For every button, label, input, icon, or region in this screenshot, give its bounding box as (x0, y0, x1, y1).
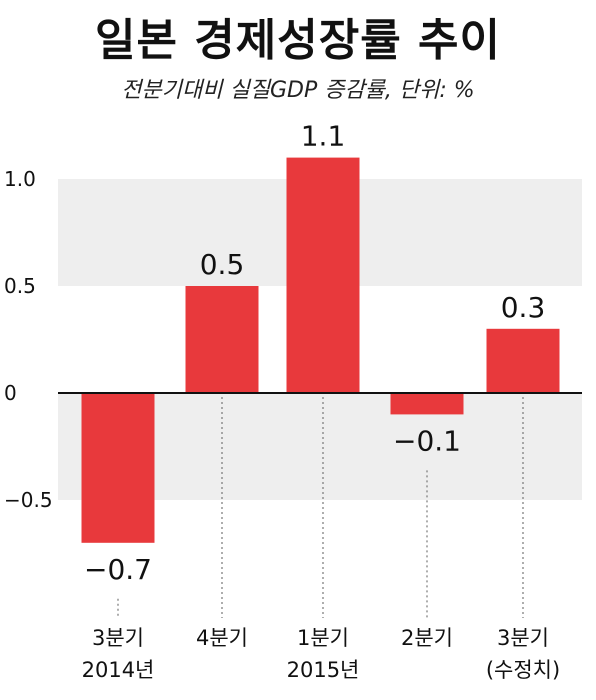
data-label: −0.1 (393, 424, 461, 457)
x-tick-label: 2015년 (287, 658, 360, 682)
x-tick-label: 4분기 (196, 626, 248, 650)
y-tick-label: 0 (4, 381, 17, 405)
data-label: 0.5 (200, 248, 245, 281)
x-tick-label: 2분기 (401, 626, 453, 650)
data-label: 0.3 (501, 291, 546, 324)
x-tick-label: (수정치) (486, 658, 560, 682)
y-tick-label: 1.0 (4, 167, 36, 191)
bar (185, 286, 259, 393)
bar (486, 328, 560, 393)
chart-subtitle: 전분기대비 실질GDP 증감률, 단위: % (121, 78, 475, 103)
data-label: −0.7 (84, 553, 152, 586)
bar (390, 393, 464, 415)
x-tick-label: 2014년 (82, 658, 155, 682)
x-tick-label: 3분기 (92, 626, 144, 650)
y-tick-label: 0.5 (4, 274, 36, 298)
bar (81, 393, 155, 543)
data-label: 1.1 (301, 120, 346, 153)
x-tick-label: 1분기 (297, 626, 349, 650)
chart-title: 일본 경제성장률 추이 (95, 15, 501, 66)
y-tick-label: −0.5 (4, 488, 53, 512)
x-tick-label: 3분기 (497, 626, 549, 650)
bar (286, 157, 360, 393)
